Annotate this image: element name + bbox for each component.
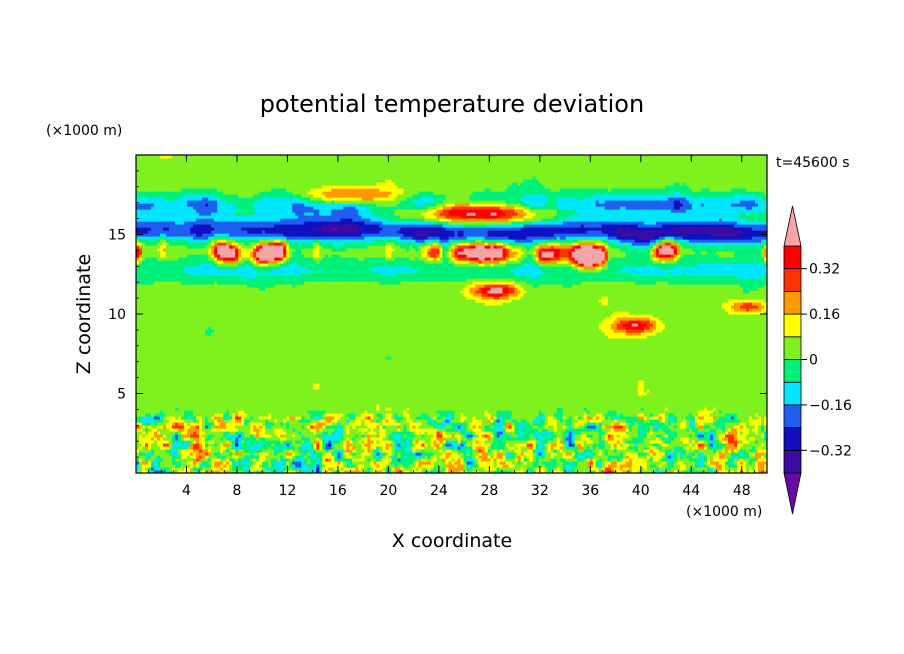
x-unit-label: (×1000 m) <box>686 504 762 520</box>
chart-title: potential temperature deviation <box>260 90 644 118</box>
time-label: t=45600 s <box>776 155 850 171</box>
chart-figure: potential temperature deviation (×1000 m… <box>0 0 904 654</box>
x-axis-label: X coordinate <box>392 530 512 552</box>
plot-area <box>136 155 768 474</box>
y-axis-label: Z coordinate <box>73 254 95 374</box>
y-unit-label: (×1000 m) <box>46 123 122 139</box>
